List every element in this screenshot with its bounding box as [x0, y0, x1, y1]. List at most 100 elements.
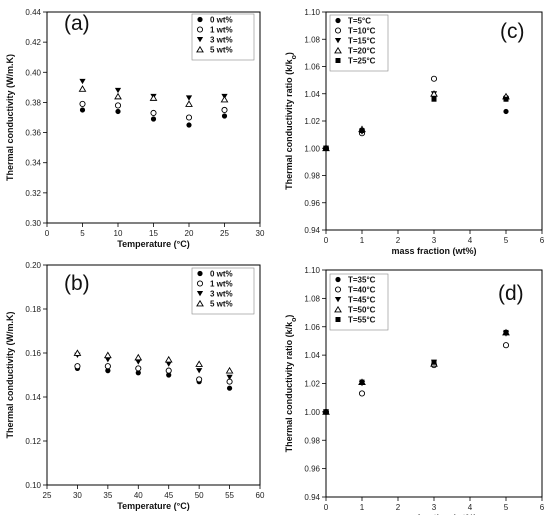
y-tick-label: 1.02 — [304, 380, 320, 389]
x-axis-label: Temperature (°C) — [117, 501, 189, 511]
y-tick-label: 0.16 — [25, 349, 41, 358]
data-point — [165, 367, 172, 374]
data-point — [104, 357, 111, 363]
legend-entry: 0 wt% — [210, 270, 233, 279]
data-point — [502, 342, 510, 349]
x-tick-label: 5 — [504, 236, 509, 245]
legend-entry: 3 wt% — [210, 290, 233, 299]
x-tick-label: 0 — [45, 229, 50, 238]
x-tick-label: 25 — [43, 491, 52, 500]
x-axis-label: Temperature (°C) — [117, 239, 189, 249]
x-tick-label: 3 — [432, 236, 437, 245]
data-point — [135, 359, 142, 365]
legend-marker — [196, 299, 204, 307]
y-tick-label: 0.30 — [25, 219, 41, 228]
y-tick-label: 0.20 — [25, 261, 41, 270]
legend-entry: 1 wt% — [210, 280, 233, 289]
legend-marker — [197, 16, 203, 23]
legend-entry: 5 wt% — [210, 300, 233, 309]
legend-marker — [335, 317, 341, 322]
data-point — [150, 116, 157, 122]
legend-marker — [334, 297, 342, 303]
y-tick-label: 1.00 — [304, 144, 320, 153]
y-tick-label: 1.02 — [304, 117, 320, 126]
panel-label: (b) — [64, 272, 90, 295]
legend-entry: T=55°C — [348, 316, 376, 325]
data-point — [226, 374, 233, 380]
y-tick-label: 1.06 — [304, 323, 320, 332]
y-axis-label: Thermal conductivity (W/m.K) — [5, 311, 15, 438]
y-tick-label: 0.94 — [304, 226, 320, 235]
data-point — [135, 365, 142, 372]
data-point — [165, 361, 172, 367]
x-tick-label: 0 — [324, 236, 329, 245]
data-point — [79, 107, 86, 113]
y-tick-label: 1.08 — [304, 294, 320, 303]
y-tick-label: 0.18 — [25, 305, 41, 314]
legend-marker — [196, 280, 204, 287]
data-point — [226, 385, 233, 391]
legend-entry: 3 wt% — [210, 36, 233, 45]
data-point — [358, 390, 366, 397]
data-point — [323, 145, 329, 151]
data-point — [196, 368, 203, 374]
data-point — [323, 409, 329, 415]
chart-panel-c: 0 1 2 3 4 5 6 0.94 0.96 0.98 1.00 1.02 1.04 1.06 1.08 1… — [284, 8, 545, 256]
panel-label: (d) — [498, 282, 524, 305]
y-tick-label: 1.04 — [304, 351, 320, 360]
x-tick-label: 2 — [396, 503, 401, 512]
legend-marker — [196, 291, 204, 297]
y-tick-label: 0.34 — [25, 159, 41, 168]
data-point — [221, 113, 228, 119]
y-tick-label: 1.00 — [304, 408, 320, 417]
x-tick-label: 30 — [256, 229, 265, 238]
data-point — [185, 95, 193, 101]
data-point — [225, 366, 234, 374]
data-point — [431, 96, 437, 102]
x-tick-label: 50 — [195, 491, 204, 500]
legend-entry: T=50°C — [348, 306, 376, 315]
x-tick-label: 20 — [185, 229, 194, 238]
y-tick-label: 1.10 — [304, 266, 320, 275]
x-tick-label: 5 — [80, 229, 85, 238]
x-tick-label: 5 — [504, 503, 509, 512]
y-tick-label: 0.98 — [304, 172, 320, 181]
y-tick-label: 0.96 — [304, 199, 320, 208]
legend-marker — [334, 286, 342, 293]
x-tick-label: 0 — [324, 503, 329, 512]
data-point — [150, 109, 157, 117]
x-tick-label: 40 — [134, 491, 143, 500]
y-tick-label: 0.36 — [25, 129, 41, 138]
y-tick-label: 0.44 — [25, 8, 41, 17]
x-tick-label: 45 — [164, 491, 173, 500]
legend-entry: T=5°C — [348, 17, 371, 26]
data-point — [79, 100, 86, 107]
y-tick-label: 0.12 — [25, 437, 41, 446]
data-point — [103, 351, 112, 359]
y-tick-label: 0.42 — [25, 38, 41, 47]
y-axis-label: Thermal conductivity ratio (k/ko) — [284, 315, 298, 453]
chart-panel-a: 0 5 10 15 20 25 30 0.30 0.32 0.34 0.36 0.38 0.40 0.42… — [5, 8, 265, 249]
data-point — [185, 100, 193, 107]
x-tick-label: 25 — [220, 229, 229, 238]
y-tick-label: 0.98 — [304, 436, 320, 445]
data-point — [73, 349, 82, 356]
legend-entry: 1 wt% — [210, 26, 233, 35]
legend-marker — [196, 26, 204, 33]
data-point — [115, 108, 121, 115]
data-point — [149, 94, 158, 101]
data-point — [78, 85, 87, 92]
data-point — [134, 353, 143, 361]
legend-entry: T=10°C — [348, 27, 376, 36]
data-point — [186, 122, 192, 128]
legend-marker — [334, 46, 342, 54]
y-tick-label: 0.32 — [25, 189, 41, 198]
legend-marker — [335, 58, 341, 63]
data-point — [359, 379, 365, 385]
legend-entry: T=45°C — [348, 296, 376, 305]
legend-marker — [197, 270, 203, 277]
data-point — [104, 363, 111, 370]
x-tick-label: 4 — [468, 236, 473, 245]
legend-marker — [335, 17, 341, 24]
legend-entry: T=25°C — [348, 57, 376, 66]
